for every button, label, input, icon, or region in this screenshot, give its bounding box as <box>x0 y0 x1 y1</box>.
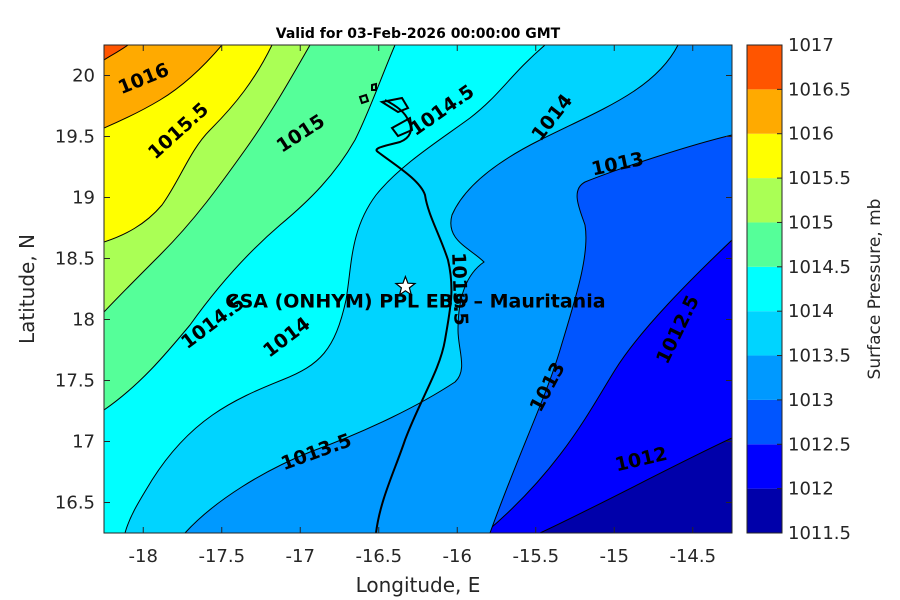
x-tick-label: -15.5 <box>512 546 559 567</box>
coastline-island-2 <box>390 116 414 138</box>
coastline-island-4 <box>371 82 377 91</box>
y-tick-label: 18.5 <box>55 249 95 270</box>
x-tick-label: -15 <box>600 546 629 567</box>
colorbar-tick-label: 1016 <box>788 124 834 145</box>
x-tick-label: -14.5 <box>669 546 716 567</box>
contour-fills <box>104 45 732 533</box>
colorbar-segment <box>747 444 782 489</box>
colorbar-tick-label: 1014.5 <box>788 257 851 278</box>
station-label: CSA (ONHYM) PPL EBS – Mauritania <box>225 291 605 313</box>
x-tick-label: -17.5 <box>198 546 245 567</box>
station-marker <box>394 274 417 297</box>
colorbar: 1011.5 1012 1012.5 1013 1013.5 1014 1014.5 1015… <box>746 35 851 544</box>
y-tick-label: 18 <box>72 310 95 331</box>
y-tick-label: 19.5 <box>55 127 95 148</box>
plot-frame <box>103 44 733 534</box>
colorbar-segment <box>747 222 782 267</box>
x-tick-label: -16.5 <box>355 546 402 567</box>
coastline-island-3 <box>358 93 370 105</box>
colorbar-segment <box>747 488 782 533</box>
x-tick-label: -18 <box>129 546 158 567</box>
coastline-mainland <box>375 99 453 533</box>
colorbar-tick-label: 1015.5 <box>788 168 851 189</box>
colorbar-tick-label: 1016.5 <box>788 79 851 100</box>
chart-title: Valid for 03-Feb-2026 00:00:00 GMT <box>276 26 561 42</box>
colorbar-tick-label: 1014 <box>788 301 834 322</box>
y-tick-label: 17 <box>72 432 95 453</box>
colorbar-segment <box>747 45 782 90</box>
colorbar-segment <box>747 399 782 445</box>
colorbar-tick-label: 1011.5 <box>788 523 851 544</box>
colorbar-tick-label: 1017 <box>788 35 834 56</box>
colorbar-tick-label: 1012 <box>788 479 834 500</box>
colorbar-tick-label: 1012.5 <box>788 434 851 455</box>
x-axis-label: Longitude, E <box>356 573 481 597</box>
colorbar-segment <box>747 178 782 223</box>
x-tick-label: -16 <box>443 546 472 567</box>
colorbar-segment <box>747 355 782 400</box>
x-axis-ticks: -18 -17.5 -17 -16.5 -16 -15.5 -15 -14.5 <box>129 45 716 567</box>
colorbar-label: Surface Pressure, mb <box>865 199 885 380</box>
colorbar-tick-label: 1015 <box>788 212 834 233</box>
colorbar-tick-label: 1013.5 <box>788 346 851 367</box>
colorbar-segment <box>747 133 782 179</box>
colorbar-tick-label: 1013 <box>788 390 834 411</box>
band-1016 <box>104 45 223 129</box>
coastline <box>358 82 453 533</box>
coastline-island-1 <box>379 96 410 114</box>
y-tick-label: 20 <box>72 66 95 87</box>
y-tick-label: 17.5 <box>55 371 95 392</box>
contour-label: 1013.5 <box>447 252 472 326</box>
y-axis-label: Latitude, N <box>15 234 39 344</box>
y-axis-ticks: 16.5 17 17.5 18 18.5 19 19.5 20 <box>55 66 732 514</box>
colorbar-frame <box>746 44 783 534</box>
colorbar-segment <box>747 266 782 312</box>
x-tick-label: -17 <box>286 546 315 567</box>
colorbar-segment <box>747 311 782 356</box>
y-tick-label: 16.5 <box>55 493 95 514</box>
colorbar-segment <box>747 89 782 134</box>
y-tick-label: 19 <box>72 188 95 209</box>
